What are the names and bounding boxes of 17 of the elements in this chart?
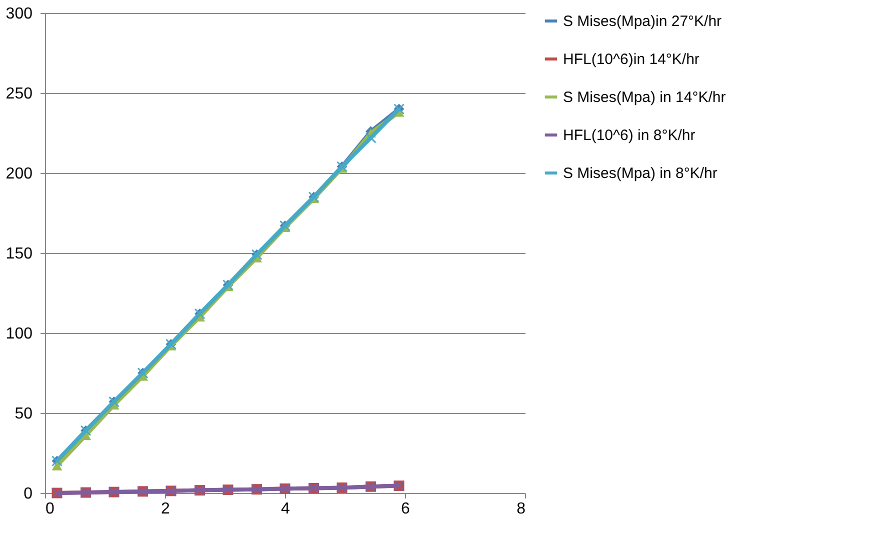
legend-label: S Mises(Mpa) in 14°K/hr bbox=[563, 89, 726, 106]
y-tick-label: 100 bbox=[6, 326, 33, 342]
x-tick-label: 2 bbox=[161, 500, 170, 518]
y-tick-label: 250 bbox=[6, 86, 33, 102]
legend-label: S Mises(Mpa) in 8°K/hr bbox=[563, 165, 718, 182]
x-tick-label: 0 bbox=[46, 500, 54, 518]
x-tick-label: 6 bbox=[401, 500, 410, 518]
legend-label: HFL(10^6) in 8°K/hr bbox=[563, 127, 696, 144]
legend-label: S Mises(Mpa)in 27°K/hr bbox=[563, 13, 722, 30]
x-tick-label: 8 bbox=[516, 500, 526, 518]
y-tick-label: 50 bbox=[14, 406, 33, 422]
legend-label: HFL(10^6)in 14°K/hr bbox=[563, 51, 700, 68]
y-tick-label: 0 bbox=[24, 486, 33, 502]
y-tick-label: 200 bbox=[6, 166, 33, 182]
x-tick-label: 4 bbox=[281, 500, 290, 518]
y-tick-label: 150 bbox=[6, 246, 33, 262]
y-tick-label: 300 bbox=[6, 6, 33, 22]
